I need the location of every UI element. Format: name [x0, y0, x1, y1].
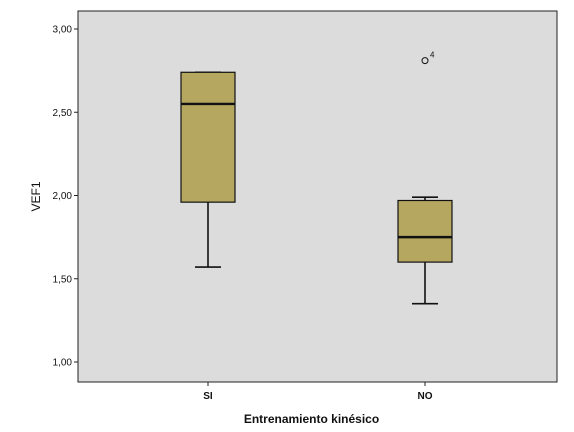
box-no: 4 — [397, 51, 453, 305]
x-axis-title: Entrenamiento kinésico — [244, 412, 379, 426]
plot-area — [77, 10, 558, 383]
y-axis: 1,00 1,50 2,00 2,50 3,00 — [53, 25, 78, 369]
outlier-label: 4 — [430, 51, 435, 60]
x-axis: SI NO — [203, 382, 433, 402]
y-tick-label: 1,50 — [53, 274, 73, 285]
box-si — [180, 71, 236, 268]
box-iqr — [180, 71, 236, 203]
y-tick-label: 2,00 — [53, 191, 73, 202]
y-tick-label: 2,50 — [53, 108, 73, 119]
box-iqr — [397, 199, 453, 263]
y-tick-label: 3,00 — [53, 25, 73, 36]
x-tick-label: SI — [203, 391, 213, 402]
x-tick-label: NO — [418, 391, 433, 402]
outlier-point — [421, 57, 429, 65]
y-tick-label: 1,00 — [53, 358, 73, 369]
y-axis-title: VEF1 — [29, 181, 43, 211]
boxes-group: 4 — [180, 51, 453, 305]
